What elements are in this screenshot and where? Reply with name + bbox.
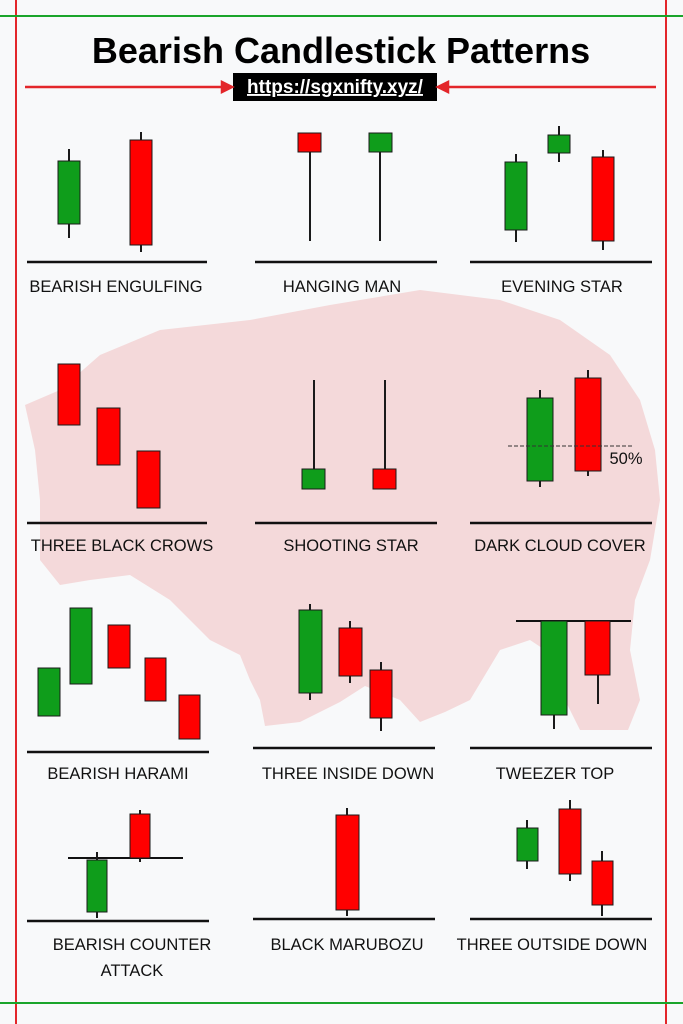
url[interactable]: https://sgxnifty.xyz/ bbox=[247, 77, 424, 98]
pattern-labels: BEARISH ENGULFING HANGING MAN EVENING ST… bbox=[29, 278, 647, 980]
pattern-label: ATTACK bbox=[101, 962, 164, 980]
pattern-label: THREE BLACK CROWS bbox=[31, 537, 213, 555]
candles bbox=[37, 126, 634, 918]
title: Bearish Candlestick Patterns bbox=[92, 30, 590, 71]
pattern-label: BEARISH HARAMI bbox=[47, 765, 188, 783]
baselines bbox=[27, 260, 652, 923]
url-box bbox=[233, 73, 437, 101]
pattern-label: BEARISH ENGULFING bbox=[29, 278, 202, 296]
pattern-label: BLACK MARUBOZU bbox=[270, 936, 423, 954]
pattern-label: HANGING MAN bbox=[283, 278, 401, 296]
pattern-label: BEARISH COUNTER bbox=[53, 936, 212, 954]
pattern-label: THREE OUTSIDE DOWN bbox=[457, 936, 648, 954]
arrows bbox=[25, 79, 656, 95]
pattern-label: DARK CLOUD COVER bbox=[474, 537, 646, 555]
bear-silhouette bbox=[25, 290, 660, 730]
pattern-label: SHOOTING STAR bbox=[283, 537, 418, 555]
pattern-label: TWEEZER TOP bbox=[496, 765, 615, 783]
pattern-label: EVENING STAR bbox=[501, 278, 623, 296]
pattern-label: THREE INSIDE DOWN bbox=[262, 765, 434, 783]
level-annotation: 50% bbox=[609, 450, 642, 468]
